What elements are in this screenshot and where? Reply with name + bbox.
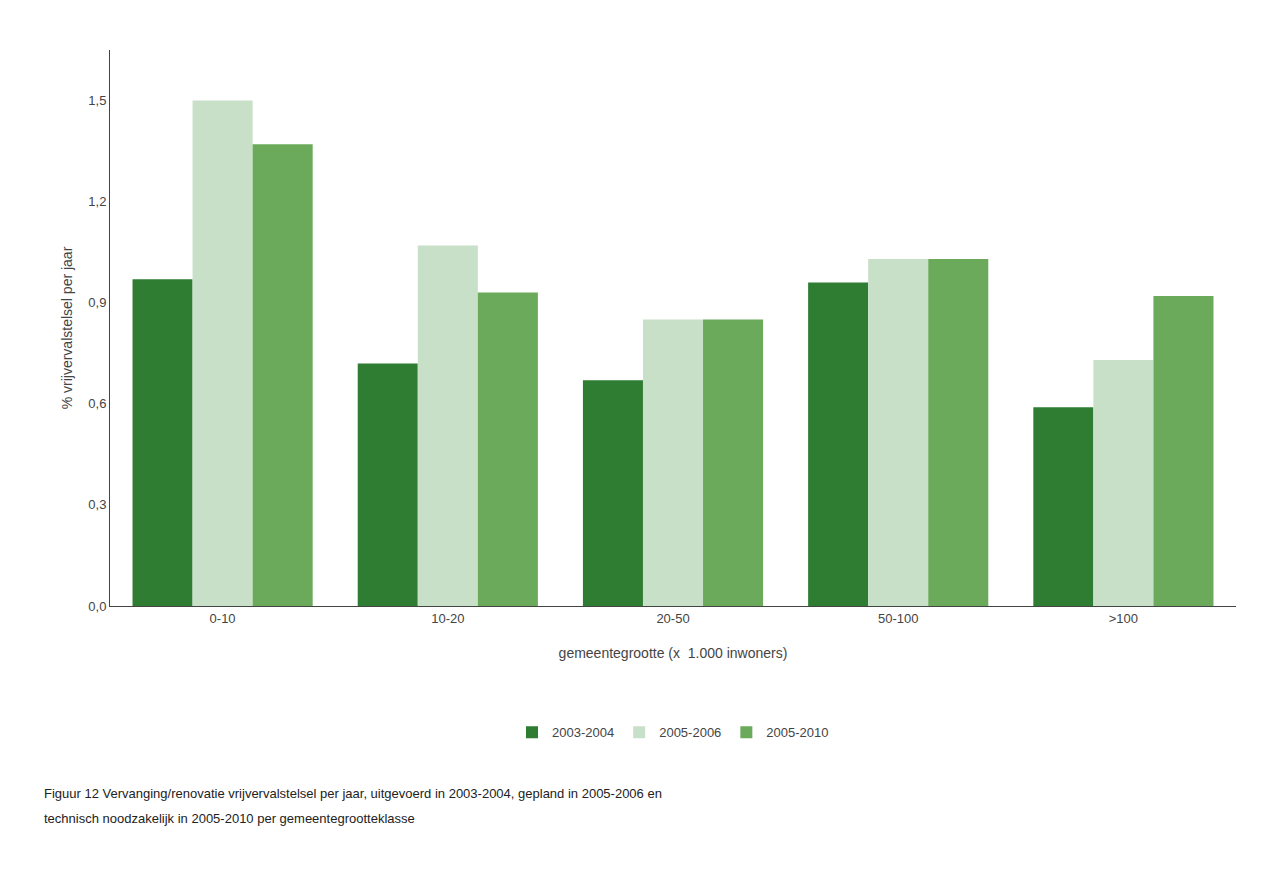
svg-text:50-100: 50-100 [878, 611, 918, 626]
svg-text:>100: >100 [1109, 611, 1138, 626]
svg-text:% vrijvervalstelsel per jaar: % vrijvervalstelsel per jaar [59, 246, 75, 409]
svg-text:0,6: 0,6 [88, 396, 106, 411]
svg-text:0,3: 0,3 [88, 497, 106, 512]
svg-text:0,9: 0,9 [88, 295, 106, 310]
svg-text:20-50: 20-50 [656, 611, 689, 626]
svg-text:10-20: 10-20 [431, 611, 464, 626]
svg-text:1,2: 1,2 [88, 194, 106, 209]
svg-text:1,5: 1,5 [88, 93, 106, 108]
svg-text:gemeentegrootte (x 1.000 inwo: gemeentegrootte (x 1.000 inwoners) [559, 645, 788, 661]
svg-text:2005-2010: 2005-2010 [766, 725, 828, 740]
svg-text:2003-2004: 2003-2004 [552, 725, 614, 740]
svg-text:Figuur 12 Vervanging/renovatie: Figuur 12 Vervanging/renovatie vrijverva… [44, 786, 662, 801]
svg-text:0-10: 0-10 [210, 611, 236, 626]
svg-text:technisch noodzakelijk in 2005: technisch noodzakelijk in 2005-2010 per … [44, 811, 415, 826]
svg-text:0,0: 0,0 [88, 599, 106, 614]
svg-text:2005-2006: 2005-2006 [659, 725, 721, 740]
